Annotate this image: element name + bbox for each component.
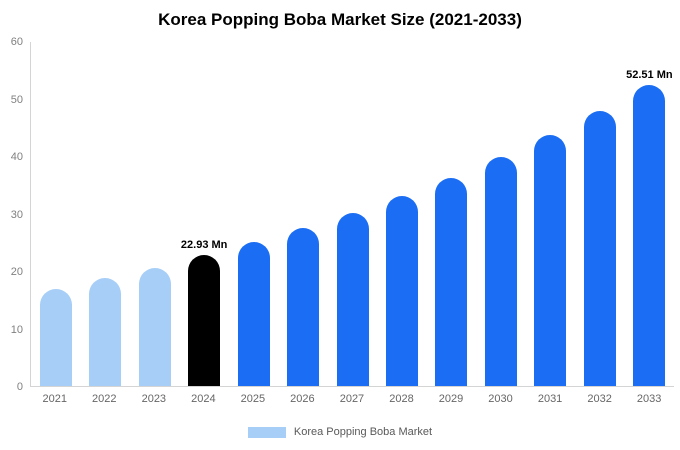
x-tick-label: 2027: [339, 393, 365, 405]
bar-slot: [328, 42, 377, 386]
bar-slot: [575, 42, 624, 386]
x-tick-label: 2030: [488, 393, 513, 405]
bar-slot: [278, 42, 327, 386]
bar-2023: [138, 267, 171, 386]
bar-slot: [377, 42, 426, 386]
bar-value-label: 22.93 Mn: [180, 238, 228, 251]
bar-2029: [435, 177, 468, 386]
y-tick-label: 20: [10, 266, 23, 278]
bar-slot: [80, 42, 129, 386]
legend-label: Korea Popping Boba Market: [293, 426, 433, 438]
y-tick-label: 0: [16, 381, 23, 393]
bar-2021: [39, 289, 72, 386]
y-tick-label: 10: [10, 323, 23, 336]
bar-slot: [229, 42, 278, 386]
bar-slot: [476, 42, 525, 386]
x-axis: 2021 2022 2023 2024 2025 2026 2027 2028 2029 2030…: [30, 393, 674, 405]
x-tick-label: 2032: [587, 393, 612, 405]
bar-slot: [526, 42, 575, 386]
bar-2033: [633, 84, 666, 386]
y-tick-label: 30: [10, 208, 23, 221]
bar-slot: [427, 42, 476, 386]
x-tick-label: 2025: [240, 393, 266, 405]
legend-swatch: [247, 426, 286, 438]
bar-2028: [386, 196, 419, 386]
chart-title: Korea Popping Boba Market Size (2021-203…: [158, 10, 522, 29]
bar-2025: [237, 242, 270, 386]
x-tick-label: 2033: [636, 393, 662, 405]
x-tick-label: 2023: [141, 393, 167, 405]
legend: Korea Popping Boba Market: [0, 426, 680, 438]
bar-2027: [336, 212, 369, 386]
x-tick-label: 2028: [389, 393, 414, 405]
x-tick-label: 2029: [438, 393, 464, 405]
bar-2022: [89, 278, 122, 386]
bar-value-label: 52.51 Mn: [626, 68, 673, 81]
y-axis: 0 10 20 30 40 50 60: [0, 36, 26, 393]
y-tick-label: 40: [10, 151, 23, 163]
bar-2032: [583, 111, 616, 386]
x-tick-label: 2022: [92, 393, 117, 405]
bar-slot: 22.93 Mn: [179, 42, 228, 386]
x-tick-label: 2021: [42, 393, 67, 405]
y-tick-label: 50: [10, 93, 23, 106]
bar-2031: [534, 135, 567, 386]
y-tick-label: 60: [10, 36, 23, 48]
bar-2024: [188, 254, 221, 386]
x-tick-label: 2024: [191, 393, 216, 405]
bar-slot: 52.51 Mn: [625, 42, 674, 386]
x-tick-label: 2026: [290, 393, 315, 405]
bar-slot: [31, 42, 80, 386]
plot-area: 22.93 Mn 52.51 Mn: [30, 42, 674, 387]
bar-slot: [130, 42, 179, 386]
bar-2026: [287, 228, 320, 386]
bar-2030: [484, 157, 517, 386]
x-tick-label: 2031: [537, 393, 563, 405]
